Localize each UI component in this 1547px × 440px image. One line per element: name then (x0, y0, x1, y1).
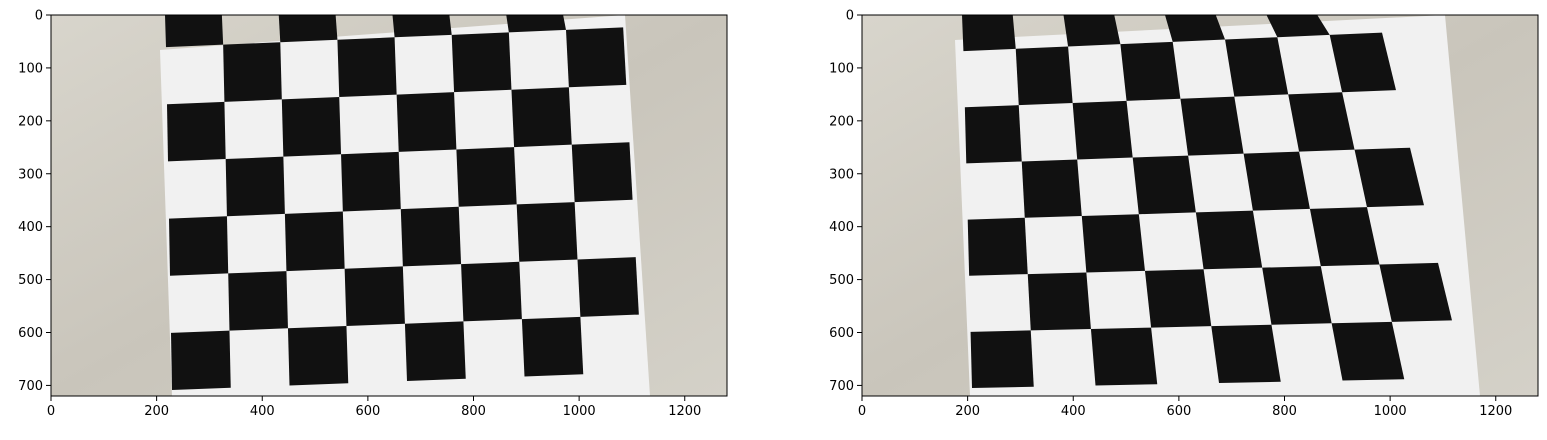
y-tick-label: 300 (18, 167, 43, 182)
checker-square (1063, 15, 1121, 47)
left-image-panel: 0 200 400 600 800 1000 1200 0 100 200 300 400 500 60… (0, 0, 760, 440)
checker-square (167, 101, 226, 162)
x-tick-label: 0 (47, 404, 55, 419)
checker-square (287, 326, 349, 386)
checker-square (1120, 41, 1181, 101)
checker-square (516, 202, 578, 262)
y-tick-label: 500 (18, 273, 43, 288)
checker-square (1180, 96, 1244, 156)
checker-square (225, 156, 285, 217)
y-tick-label: 700 (18, 379, 43, 394)
checker-square (451, 32, 512, 93)
checker-square (1288, 92, 1355, 152)
x-tick-label: 200 (955, 404, 980, 419)
right-plot-svg: 0 200 400 600 800 1000 1200 0 100 200 300 400 500 60… (829, 9, 1539, 419)
y-tick-label: 0 (846, 9, 854, 24)
checker-square (228, 271, 288, 331)
checker-square (1027, 272, 1091, 331)
checker-square (278, 15, 338, 43)
x-tick-label: 800 (461, 404, 486, 419)
x-tick-label: 1000 (563, 404, 596, 419)
checker-square (337, 37, 397, 97)
checker-square (1329, 32, 1396, 93)
y-tick-label: 200 (18, 114, 43, 129)
checker-square (1225, 37, 1289, 97)
checker-square (344, 266, 405, 326)
checker-square (396, 92, 457, 152)
y-tick-label: 0 (35, 9, 43, 24)
checker-square (1266, 15, 1330, 38)
checker-square (284, 211, 345, 272)
left-y-axis: 0 100 200 300 400 500 600 700 (18, 9, 51, 394)
y-tick-label: 600 (829, 326, 854, 341)
checker-square (392, 15, 452, 38)
y-tick-label: 700 (829, 379, 854, 394)
checker-square (962, 15, 1016, 52)
x-tick-label: 800 (1272, 404, 1297, 419)
checker-square (967, 217, 1028, 276)
checker-square (511, 87, 572, 148)
y-tick-label: 300 (829, 167, 854, 182)
checker-square (1165, 15, 1226, 42)
checker-square (171, 330, 231, 390)
checker-square (1262, 266, 1332, 325)
checker-square (571, 142, 633, 203)
checker-square (1379, 262, 1452, 322)
y-tick-label: 400 (18, 220, 43, 235)
y-tick-label: 100 (18, 61, 43, 76)
checker-square (461, 261, 522, 322)
checker-square (964, 105, 1022, 164)
y-tick-label: 100 (829, 61, 854, 76)
checker-square (1144, 269, 1212, 328)
y-tick-label: 600 (18, 326, 43, 341)
right-y-axis: 0 100 200 300 400 500 600 700 (829, 9, 862, 394)
x-tick-label: 1000 (1374, 404, 1407, 419)
checker-square (404, 321, 466, 381)
right-checkerboard-squares (962, 15, 1452, 388)
checker-square (1243, 151, 1310, 211)
right-x-axis: 0 200 400 600 800 1000 1200 (858, 396, 1512, 419)
checker-square (1090, 327, 1158, 386)
x-tick-label: 600 (355, 404, 380, 419)
left-x-axis: 0 200 400 600 800 1000 1200 (47, 396, 701, 419)
left-plot-svg: 0 200 400 600 800 1000 1200 0 100 200 300 400 500 60… (18, 9, 728, 419)
checker-square (1021, 159, 1082, 218)
checker-square (1354, 147, 1424, 208)
checker-square (970, 330, 1034, 388)
checker-square (165, 15, 224, 48)
left-plot-frame (50, 14, 728, 397)
x-tick-label: 400 (1061, 404, 1086, 419)
checker-square (169, 216, 229, 276)
checker-square (1211, 324, 1281, 383)
checker-square (506, 15, 566, 33)
checker-square (566, 27, 627, 88)
x-tick-label: 0 (858, 404, 866, 419)
checker-square (1195, 210, 1263, 270)
x-tick-label: 1200 (668, 404, 701, 419)
checker-square (223, 42, 282, 102)
checker-square (521, 316, 584, 377)
checker-square (1331, 321, 1405, 381)
y-tick-label: 500 (829, 273, 854, 288)
checker-square (1081, 214, 1145, 273)
checker-square (456, 147, 517, 207)
checker-square (1309, 207, 1380, 267)
y-tick-label: 400 (829, 220, 854, 235)
checker-square (281, 97, 342, 157)
checker-square (577, 257, 639, 317)
x-tick-label: 1200 (1479, 404, 1512, 419)
checker-square (341, 151, 401, 212)
x-tick-label: 600 (1166, 404, 1191, 419)
checker-square (400, 206, 462, 267)
checker-square (1015, 46, 1073, 106)
x-tick-label: 400 (250, 404, 275, 419)
x-tick-label: 200 (144, 404, 169, 419)
right-plot-frame (861, 14, 1539, 397)
y-tick-label: 200 (829, 114, 854, 129)
checker-square (1132, 155, 1196, 215)
checker-square (1072, 100, 1133, 160)
right-image-panel: 0 200 400 600 800 1000 1200 0 100 200 300 400 500 60… (780, 0, 1547, 440)
left-checkerboard-squares (165, 15, 639, 390)
